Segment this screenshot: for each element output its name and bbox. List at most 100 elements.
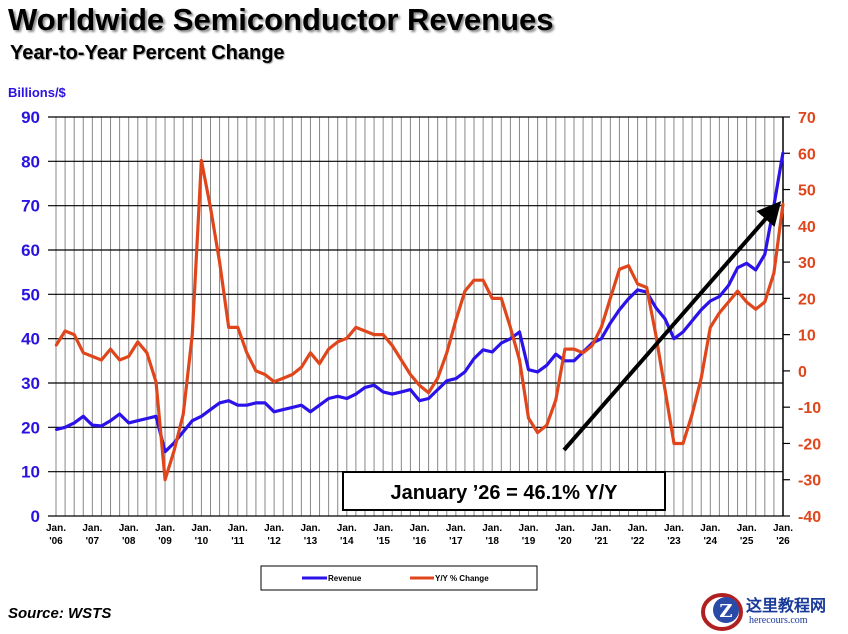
yoy-point — [718, 311, 721, 315]
revenue-point — [454, 377, 458, 380]
x-tick-label: Jan. — [409, 523, 429, 534]
grid — [48, 116, 790, 517]
revenue-point — [600, 337, 603, 340]
x-tick-label: Jan. — [46, 523, 66, 534]
left-tick-label: 80 — [21, 152, 40, 171]
revenue-point — [491, 350, 494, 354]
axis-ticks: 0 10 20 30 40 50 60 70 80 90 -40 -30 -20 -10 0 10 20 30 40… — [21, 108, 821, 547]
x-tick-label-year: '07 — [86, 536, 100, 547]
x-tick-label-year: '08 — [122, 536, 136, 547]
yoy-point — [472, 279, 476, 282]
x-tick-label: Jan. — [264, 523, 284, 534]
yoy-point — [145, 351, 149, 354]
revenue-point — [309, 410, 312, 414]
x-tick-label: Jan. — [555, 523, 575, 534]
revenue-point — [663, 317, 667, 320]
yoy-point — [436, 376, 439, 380]
yoy-point — [236, 326, 239, 329]
revenue-point — [336, 395, 339, 398]
revenue-point — [727, 284, 730, 287]
revenue-point — [72, 421, 76, 425]
x-tick-label: Jan. — [482, 523, 502, 534]
yoy-point — [200, 159, 203, 162]
yoy-point — [681, 442, 685, 445]
revenue-point — [54, 428, 58, 431]
x-tick-label: Jan. — [591, 523, 611, 534]
x-tick-label: Jan. — [519, 523, 539, 534]
yoy-point — [409, 373, 412, 376]
revenue-point — [445, 379, 448, 382]
revenue-point — [418, 399, 421, 402]
yoy-point — [400, 358, 403, 362]
yoy-point — [781, 202, 785, 205]
yoy-point — [82, 351, 85, 354]
revenue-point — [618, 308, 621, 312]
yoy-point — [372, 333, 376, 336]
yoy-point — [127, 355, 130, 358]
yoy-point — [709, 326, 712, 329]
revenue-point — [672, 337, 676, 340]
yoy-point — [109, 347, 112, 351]
yoy-point — [218, 260, 221, 264]
revenue-point — [391, 392, 394, 396]
right-tick-label: 40 — [798, 219, 816, 236]
revenue-point — [545, 364, 548, 367]
revenue-point — [91, 423, 94, 427]
x-tick-label: Jan. — [737, 523, 757, 534]
revenue-point — [763, 253, 767, 256]
yoy-point — [481, 279, 485, 282]
yoy-point — [327, 347, 330, 351]
revenue-point — [509, 337, 512, 340]
x-tick-label-year: '17 — [449, 536, 463, 547]
logo-ring-icon — [701, 593, 743, 631]
yoy-point — [727, 300, 730, 304]
revenue-point — [381, 390, 385, 394]
revenue-point — [218, 401, 221, 405]
revenue-point — [209, 408, 212, 411]
revenue-point — [200, 415, 203, 418]
x-tick-label-year: '18 — [485, 536, 499, 547]
x-tick-label: Jan. — [119, 523, 139, 534]
yoy-point — [736, 289, 739, 293]
revenue-point — [109, 419, 112, 422]
yoy-point — [345, 337, 348, 340]
yoy-point — [454, 318, 458, 322]
yoy-point — [536, 431, 539, 434]
chart-subtitle: Year-to-Year Percent Change — [10, 42, 285, 64]
right-tick-label: -30 — [798, 473, 821, 490]
x-tick-label: Jan. — [337, 523, 357, 534]
revenue-point — [518, 330, 521, 334]
left-tick-label: 70 — [21, 197, 40, 216]
yoy-point — [209, 206, 212, 209]
yoy-point — [245, 351, 249, 354]
yoy-point — [509, 326, 512, 329]
x-tick-label-year: '20 — [558, 536, 572, 547]
x-tick-label: Jan. — [664, 523, 684, 534]
yoy-point — [645, 286, 648, 289]
yoy-point — [491, 297, 494, 300]
revenue-point — [781, 151, 785, 154]
yoy-point — [300, 366, 303, 369]
x-tick-label: Jan. — [228, 523, 248, 534]
annotation-text: January ’26 = 46.1% Y/Y — [390, 482, 618, 504]
yoy-point — [527, 416, 530, 420]
revenue-point — [236, 403, 239, 407]
yoy-point — [600, 326, 603, 329]
yoy-point — [445, 351, 448, 354]
yoy-point — [763, 300, 767, 304]
yoy-point — [136, 340, 139, 344]
legend: Revenue Y/Y % Change — [260, 565, 538, 591]
trend-arrow — [562, 200, 782, 452]
left-tick-label: 50 — [21, 285, 40, 304]
revenue-point — [163, 450, 167, 453]
revenue-point — [136, 419, 139, 422]
revenue-point — [463, 370, 467, 374]
x-tick-label: Jan. — [700, 523, 720, 534]
x-tick-label: Jan. — [300, 523, 320, 534]
yoy-point — [163, 478, 167, 481]
legend-label-revenue: Revenue — [328, 574, 362, 583]
right-tick-label: 50 — [798, 183, 816, 200]
right-tick-label: 0 — [798, 364, 807, 381]
svg-text:Z: Z — [719, 601, 732, 622]
x-tick-label: Jan. — [628, 523, 648, 534]
